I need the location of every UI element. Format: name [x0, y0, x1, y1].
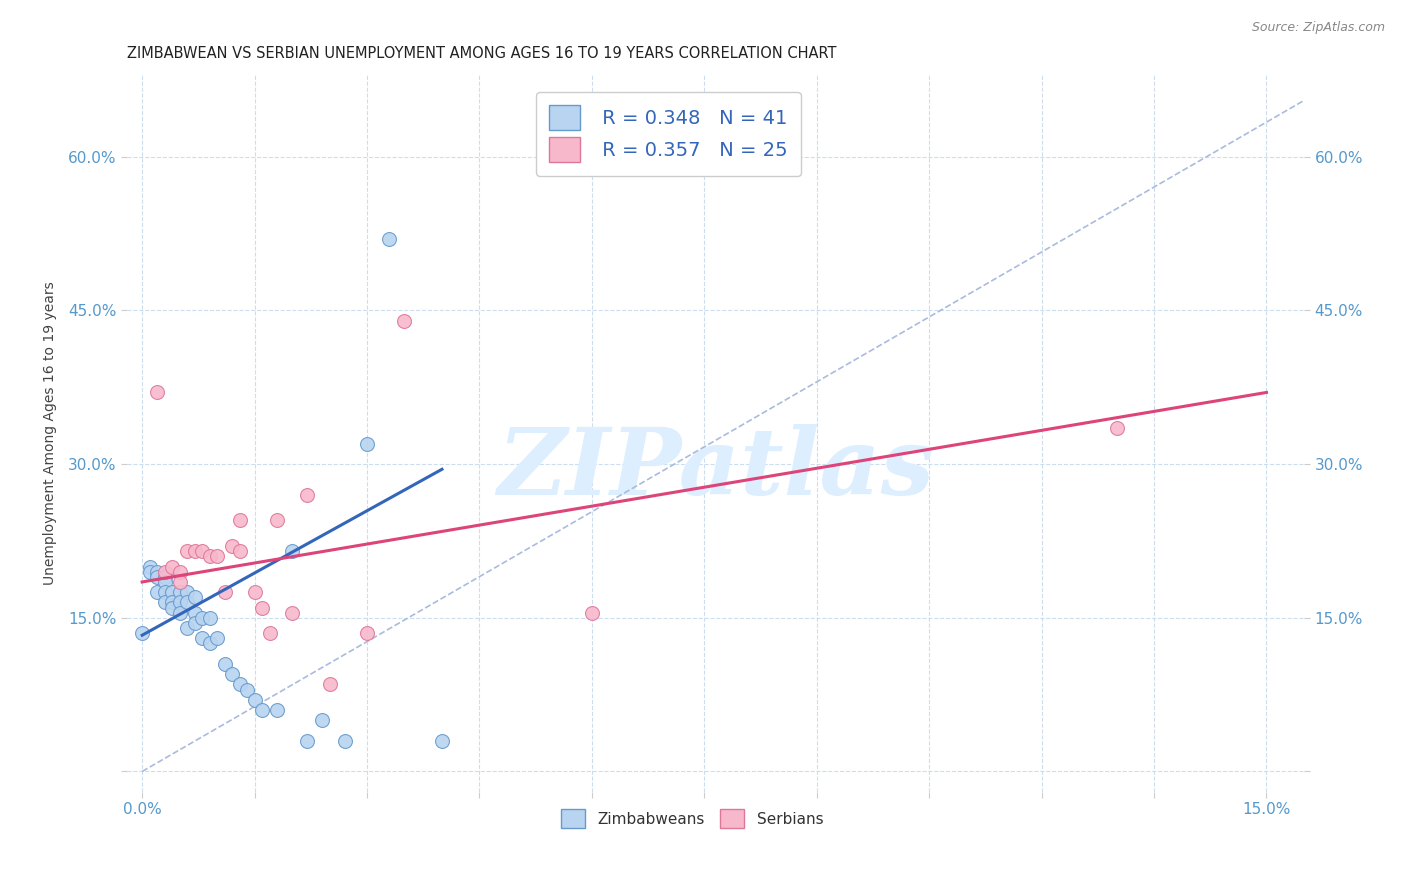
- Point: [183, 544, 205, 558]
- Point: [198, 611, 221, 625]
- Point: [250, 703, 273, 717]
- Point: [228, 514, 250, 528]
- Point: [214, 585, 236, 599]
- Point: [394, 314, 416, 328]
- Point: [146, 565, 169, 579]
- Point: [356, 436, 378, 450]
- Point: [581, 606, 603, 620]
- Point: [378, 232, 401, 246]
- Point: [153, 595, 176, 609]
- Point: [295, 488, 318, 502]
- Point: [169, 565, 191, 579]
- Point: [176, 595, 198, 609]
- Point: [266, 703, 288, 717]
- Point: [191, 544, 214, 558]
- Point: [169, 595, 191, 609]
- Legend: Zimbabweans, Serbians: Zimbabweans, Serbians: [554, 803, 830, 835]
- Point: [183, 591, 205, 605]
- Point: [176, 544, 198, 558]
- Point: [153, 565, 176, 579]
- Point: [430, 733, 453, 747]
- Point: [153, 574, 176, 589]
- Point: [333, 733, 356, 747]
- Point: [176, 621, 198, 635]
- Text: ZIMBABWEAN VS SERBIAN UNEMPLOYMENT AMONG AGES 16 TO 19 YEARS CORRELATION CHART: ZIMBABWEAN VS SERBIAN UNEMPLOYMENT AMONG…: [127, 46, 837, 62]
- Point: [356, 626, 378, 640]
- Point: [160, 585, 183, 599]
- Point: [138, 559, 160, 574]
- Point: [221, 539, 243, 553]
- Point: [205, 549, 228, 564]
- Point: [146, 585, 169, 599]
- Point: [281, 606, 304, 620]
- Point: [160, 600, 183, 615]
- Point: [160, 595, 183, 609]
- Point: [153, 585, 176, 599]
- Point: [318, 677, 340, 691]
- Point: [214, 657, 236, 671]
- Point: [191, 632, 214, 646]
- Point: [259, 626, 281, 640]
- Point: [138, 565, 160, 579]
- Text: Source: ZipAtlas.com: Source: ZipAtlas.com: [1251, 21, 1385, 35]
- Point: [295, 733, 318, 747]
- Point: [1105, 421, 1128, 435]
- Point: [250, 600, 273, 615]
- Point: [153, 570, 176, 584]
- Text: ZIPatlas: ZIPatlas: [498, 425, 934, 515]
- Point: [131, 626, 153, 640]
- Point: [183, 606, 205, 620]
- Point: [221, 667, 243, 681]
- Point: [146, 385, 169, 400]
- Point: [169, 606, 191, 620]
- Point: [146, 570, 169, 584]
- Point: [169, 585, 191, 599]
- Y-axis label: Unemployment Among Ages 16 to 19 years: Unemployment Among Ages 16 to 19 years: [44, 282, 58, 585]
- Point: [198, 549, 221, 564]
- Point: [228, 677, 250, 691]
- Point: [160, 559, 183, 574]
- Point: [266, 514, 288, 528]
- Point: [236, 682, 259, 697]
- Point: [311, 713, 333, 727]
- Point: [191, 611, 214, 625]
- Point: [228, 544, 250, 558]
- Point: [183, 615, 205, 630]
- Point: [281, 544, 304, 558]
- Point: [176, 585, 198, 599]
- Point: [198, 636, 221, 650]
- Point: [243, 585, 266, 599]
- Point: [243, 692, 266, 706]
- Point: [169, 574, 191, 589]
- Point: [205, 632, 228, 646]
